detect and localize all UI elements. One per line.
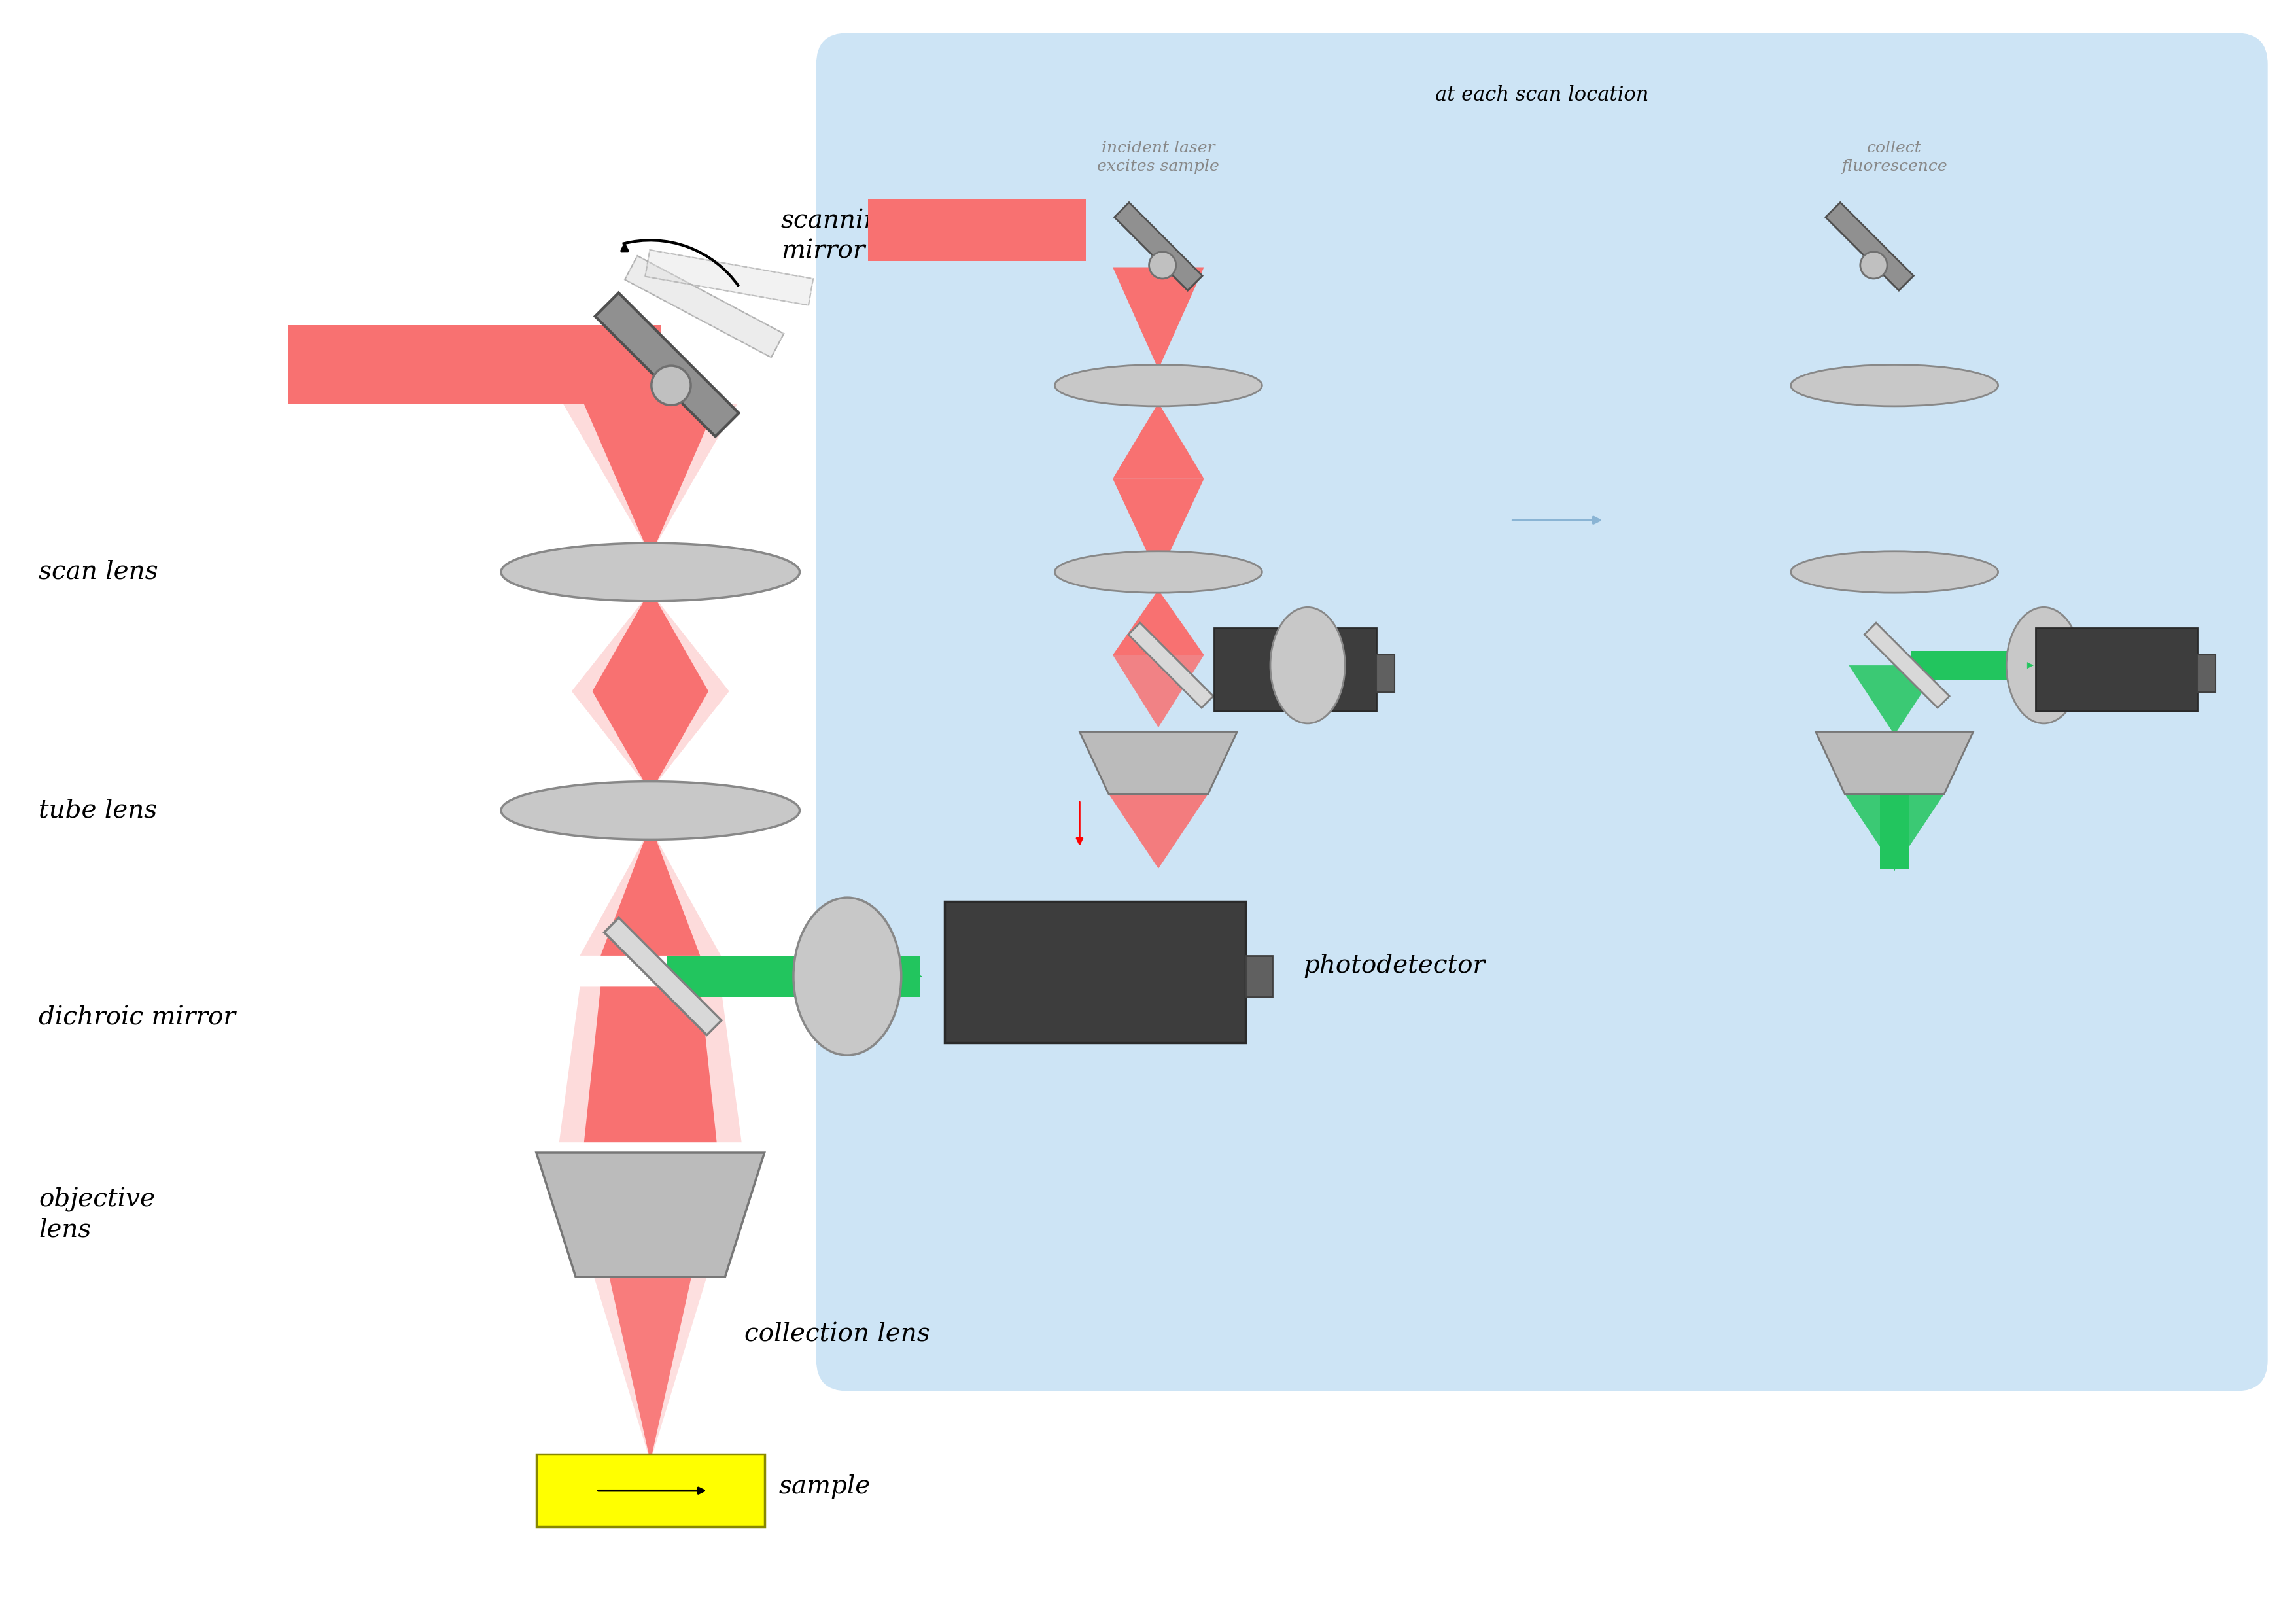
Polygon shape <box>602 835 700 956</box>
Text: tube lens: tube lens <box>39 799 156 822</box>
FancyBboxPatch shape <box>666 956 921 997</box>
Polygon shape <box>572 597 730 691</box>
Polygon shape <box>1114 478 1203 572</box>
Polygon shape <box>1079 731 1238 794</box>
Polygon shape <box>572 691 730 786</box>
Polygon shape <box>645 250 813 305</box>
FancyBboxPatch shape <box>1910 652 2032 679</box>
Text: collect
fluorescence: collect fluorescence <box>1841 141 1947 173</box>
Ellipse shape <box>1054 365 1263 407</box>
FancyBboxPatch shape <box>287 326 661 404</box>
Polygon shape <box>1114 655 1203 728</box>
FancyBboxPatch shape <box>944 901 1244 1042</box>
Ellipse shape <box>1054 551 1263 593</box>
Ellipse shape <box>501 543 799 601</box>
Polygon shape <box>583 987 716 1143</box>
FancyBboxPatch shape <box>537 1454 765 1527</box>
Text: dichroic mirror: dichroic mirror <box>39 1005 236 1029</box>
FancyBboxPatch shape <box>868 199 1086 261</box>
Polygon shape <box>1848 665 1940 731</box>
Circle shape <box>1860 251 1887 279</box>
Polygon shape <box>625 256 783 358</box>
Polygon shape <box>537 1153 765 1277</box>
Text: photodetector: photodetector <box>1304 953 1486 977</box>
Text: collection lens: collection lens <box>744 1323 930 1347</box>
Polygon shape <box>563 404 737 548</box>
Polygon shape <box>1816 731 1972 794</box>
Ellipse shape <box>794 898 902 1055</box>
Polygon shape <box>1114 407 1203 478</box>
Text: at each scan location: at each scan location <box>1435 84 1649 105</box>
Polygon shape <box>1127 622 1212 708</box>
Text: objective
lens: objective lens <box>39 1188 156 1242</box>
Text: incident laser
excites sample: incident laser excites sample <box>1097 141 1219 173</box>
Polygon shape <box>1114 267 1203 365</box>
FancyBboxPatch shape <box>1215 627 1375 712</box>
FancyBboxPatch shape <box>1375 655 1394 692</box>
Polygon shape <box>583 404 716 548</box>
Polygon shape <box>592 597 709 691</box>
FancyBboxPatch shape <box>2197 655 2216 692</box>
Polygon shape <box>581 835 721 956</box>
FancyBboxPatch shape <box>817 32 2268 1391</box>
Polygon shape <box>592 691 709 786</box>
FancyBboxPatch shape <box>1244 956 1272 997</box>
Polygon shape <box>1844 731 1945 794</box>
Text: scan lens: scan lens <box>39 559 158 584</box>
Polygon shape <box>1825 203 1913 290</box>
Polygon shape <box>1114 593 1203 655</box>
Polygon shape <box>560 987 742 1143</box>
Circle shape <box>652 366 691 405</box>
Polygon shape <box>1109 794 1208 869</box>
Polygon shape <box>1844 794 1945 869</box>
Ellipse shape <box>1270 608 1345 723</box>
FancyBboxPatch shape <box>1880 741 1908 869</box>
Ellipse shape <box>501 781 799 840</box>
Ellipse shape <box>1791 551 1998 593</box>
Polygon shape <box>595 293 739 436</box>
Ellipse shape <box>2007 608 2080 723</box>
Polygon shape <box>1864 622 1949 708</box>
Polygon shape <box>560 1162 742 1462</box>
Polygon shape <box>1114 203 1203 290</box>
FancyBboxPatch shape <box>2037 627 2197 712</box>
Polygon shape <box>583 1162 716 1462</box>
Ellipse shape <box>1791 365 1998 407</box>
Polygon shape <box>604 917 721 1036</box>
Text: scanning
mirror: scanning mirror <box>781 209 898 264</box>
Text: sample: sample <box>778 1475 870 1498</box>
Circle shape <box>1148 251 1176 279</box>
